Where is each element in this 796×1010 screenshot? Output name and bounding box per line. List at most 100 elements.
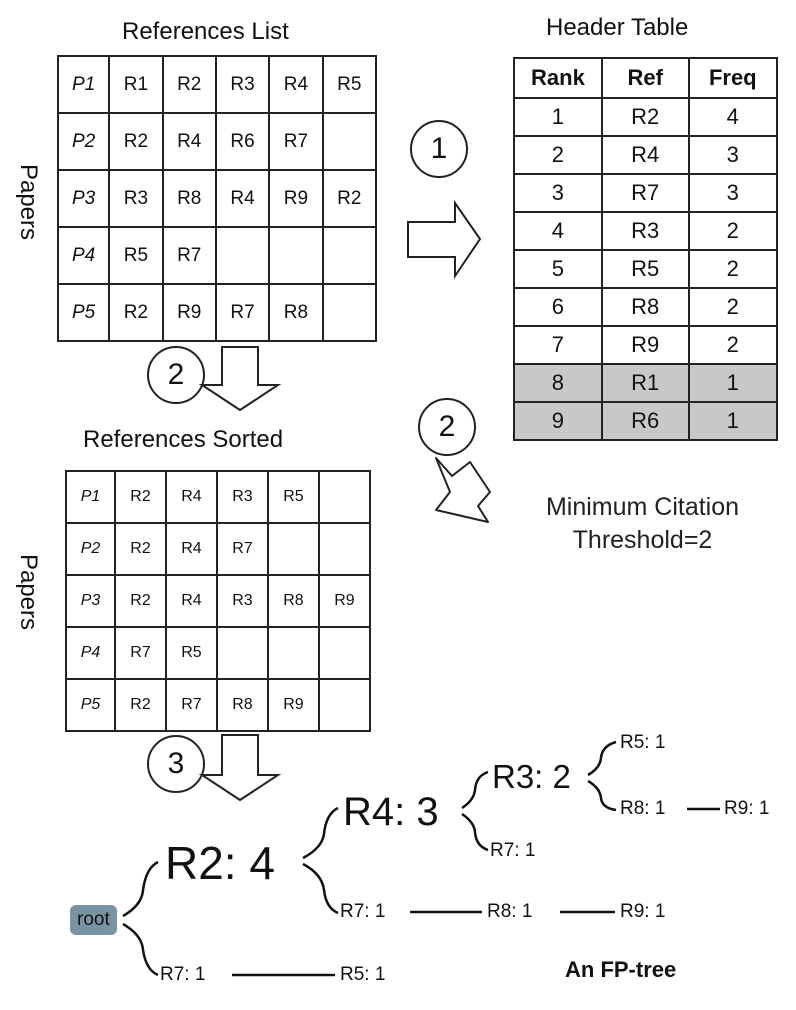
rank-cell: 8 [513, 363, 603, 403]
reference-cell: R4 [214, 169, 271, 228]
table-row: P2 R2 R4 R7 [65, 522, 372, 576]
step-1-circle: 1 [410, 120, 468, 178]
reference-cell [317, 626, 372, 680]
reference-cell [268, 226, 324, 285]
reference-cell: R2 [161, 55, 217, 114]
ref-cell: R4 [600, 135, 690, 175]
reference-cell: R2 [114, 574, 167, 628]
references-sorted-title: References Sorted [83, 426, 284, 453]
header-table-header-row: Rank Ref Freq [513, 57, 779, 99]
reference-cell [215, 626, 269, 680]
reference-cell [317, 522, 372, 576]
table-row: P5 R2 R7 R8 R9 [65, 678, 372, 732]
reference-cell: R8 [268, 283, 324, 342]
reference-cell: R9 [317, 574, 372, 628]
reference-cell: R3 [215, 574, 269, 628]
reference-cell: R4 [164, 522, 218, 576]
header-table-row: 9 R6 1 [513, 401, 779, 441]
rank-cell: 2 [513, 135, 603, 175]
header-table-row: 3 R7 3 [513, 173, 779, 213]
header-table-row: 2 R4 3 [513, 135, 779, 175]
tree-edge-r4-to-r7 [461, 812, 489, 852]
reference-cell: R5 [108, 226, 164, 285]
reference-cell [266, 522, 320, 576]
step-2-circle: 2 [147, 346, 205, 404]
paper-id-cell: P4 [56, 226, 111, 285]
tree-edge-r3-to-r8 [587, 779, 617, 812]
freq-cell: 1 [687, 401, 779, 441]
tree-node-r7-under-r4: R7: 1 [490, 840, 536, 861]
paper-id-cell: P3 [56, 169, 111, 228]
reference-cell: R5 [164, 626, 218, 680]
table-row: P2 R2 R4 R6 R7 [56, 112, 378, 171]
tree-edge-r2-to-r7 [302, 862, 339, 915]
tree-node-r9-upper: R9: 1 [724, 798, 770, 819]
ref-cell: R1 [600, 363, 690, 403]
freq-cell: 3 [687, 135, 779, 175]
tree-edge-r2-to-r4 [302, 806, 339, 860]
reference-cell: R5 [321, 55, 378, 114]
table-row: P1 R2 R4 R3 R5 [65, 470, 372, 524]
table-row: P3 R2 R4 R3 R8 R9 [65, 574, 372, 628]
reference-cell: R1 [108, 55, 164, 114]
freq-cell: 4 [687, 97, 779, 137]
freq-cell: 2 [687, 211, 779, 251]
reference-cell: R7 [114, 626, 167, 680]
column-header-freq: Freq [687, 57, 779, 99]
column-header-rank: Rank [513, 57, 603, 99]
tree-node-r4: R4: 3 [343, 790, 439, 834]
reference-cell: R3 [108, 169, 164, 228]
arrow-right-icon [407, 199, 482, 280]
table-row: P4 R7 R5 [65, 626, 372, 680]
rank-cell: 3 [513, 173, 603, 213]
header-table-row: 4 R3 2 [513, 211, 779, 251]
reference-cell [317, 470, 372, 524]
reference-cell: R9 [268, 169, 324, 228]
paper-id-cell: P5 [65, 678, 116, 732]
references-list-table: P1 R1 R2 R3 R4 R5 P2 R2 R4 R6 R7 P3 R3 R8 R4 R9 R2 P4 R5 R7… [56, 55, 378, 342]
reference-cell: R2 [321, 169, 378, 228]
reference-cell: R7 [268, 112, 324, 171]
tree-node-r8-upper: R8: 1 [620, 798, 666, 819]
rank-cell: 6 [513, 287, 603, 327]
reference-cell: R4 [164, 574, 218, 628]
freq-cell: 2 [687, 287, 779, 327]
arrow-down-icon-2 [198, 734, 282, 802]
rank-cell: 1 [513, 97, 603, 137]
reference-cell [266, 626, 320, 680]
paper-id-cell: P3 [65, 574, 116, 628]
reference-cell: R4 [164, 470, 218, 524]
reference-cell [321, 283, 378, 342]
table-row: P5 R2 R9 R7 R8 [56, 283, 378, 342]
header-table-row: 5 R5 2 [513, 249, 779, 289]
tree-node-r7-under-root: R7: 1 [160, 964, 206, 985]
tree-edge-root-to-r7 [122, 922, 159, 977]
table-row: P4 R5 R7 [56, 226, 378, 285]
reference-cell: R7 [215, 522, 269, 576]
paper-id-cell: P2 [65, 522, 116, 576]
reference-cell: R8 [161, 169, 217, 228]
reference-cell [321, 226, 378, 285]
fp-tree-caption: An FP-tree [565, 957, 677, 982]
ref-cell: R3 [600, 211, 690, 251]
tree-edge-r3-to-r5 [587, 740, 617, 777]
threshold-note: Minimum Citation Threshold=2 [505, 491, 780, 557]
reference-cell [321, 112, 378, 171]
ref-cell: R2 [600, 97, 690, 137]
threshold-note-line1: Minimum Citation [545, 493, 740, 521]
papers-axis-label-sorted: Papers [15, 553, 42, 631]
rank-cell: 4 [513, 211, 603, 251]
tree-node-r3: R3: 2 [492, 758, 571, 795]
table-row: P3 R3 R8 R4 R9 R2 [56, 169, 378, 228]
reference-cell: R6 [214, 112, 271, 171]
references-list-title: References List [122, 18, 289, 45]
freq-cell: 1 [687, 363, 779, 403]
reference-cell: R2 [108, 283, 164, 342]
paper-id-cell: P1 [65, 470, 116, 524]
reference-cell [317, 678, 372, 732]
tree-root-node: root [70, 905, 117, 935]
reference-cell: R7 [214, 283, 271, 342]
step-3-circle: 3 [147, 735, 205, 793]
reference-cell: R9 [161, 283, 217, 342]
